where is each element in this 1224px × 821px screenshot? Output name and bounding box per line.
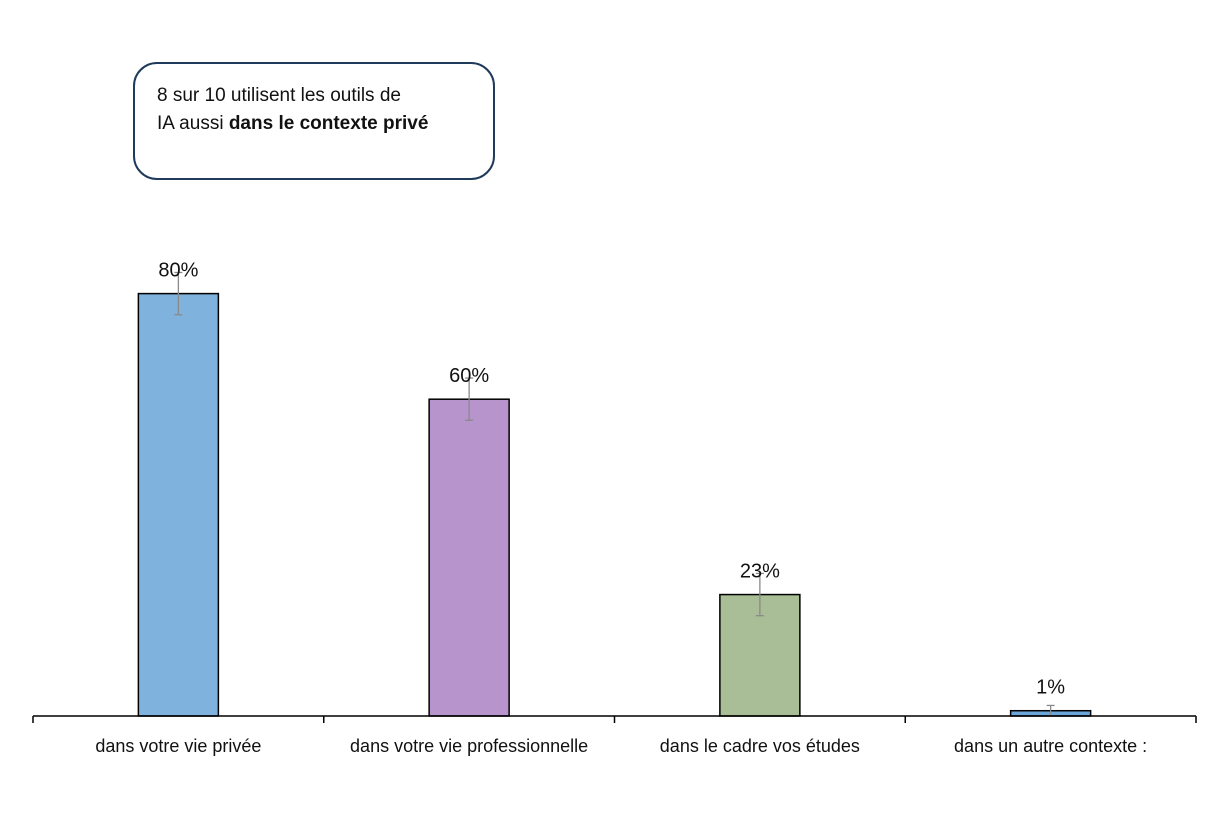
callout-line-2: IA aussi dans le contexte privé bbox=[157, 110, 475, 138]
x-tick-label: dans un autre contexte : bbox=[954, 736, 1147, 756]
data-label: 80% bbox=[158, 260, 198, 282]
callout-box: 8 sur 10 utilisent les outils de IA auss… bbox=[133, 62, 495, 180]
x-axis bbox=[32, 715, 1197, 723]
x-tick-label: dans votre vie privée bbox=[95, 736, 261, 756]
data-label: 23% bbox=[740, 561, 780, 583]
x-tick-label: dans le cadre vos études bbox=[660, 736, 860, 756]
data-label: 60% bbox=[449, 365, 489, 387]
callout-line-2-bold: dans le contexte privé bbox=[228, 113, 429, 134]
bars-layer bbox=[137, 271, 1092, 717]
bar bbox=[137, 292, 220, 717]
bar bbox=[428, 398, 510, 717]
callout-line-1: 8 sur 10 utilisent les outils de bbox=[157, 85, 401, 106]
x-tick-label: dans votre vie professionnelle bbox=[350, 736, 588, 756]
data-label: 1% bbox=[1036, 677, 1065, 699]
labels-layer: 80% dans votre vie privée 60% dans votre vi… bbox=[95, 260, 1147, 756]
callout-line-2-prefix: IA aussi bbox=[157, 113, 229, 134]
